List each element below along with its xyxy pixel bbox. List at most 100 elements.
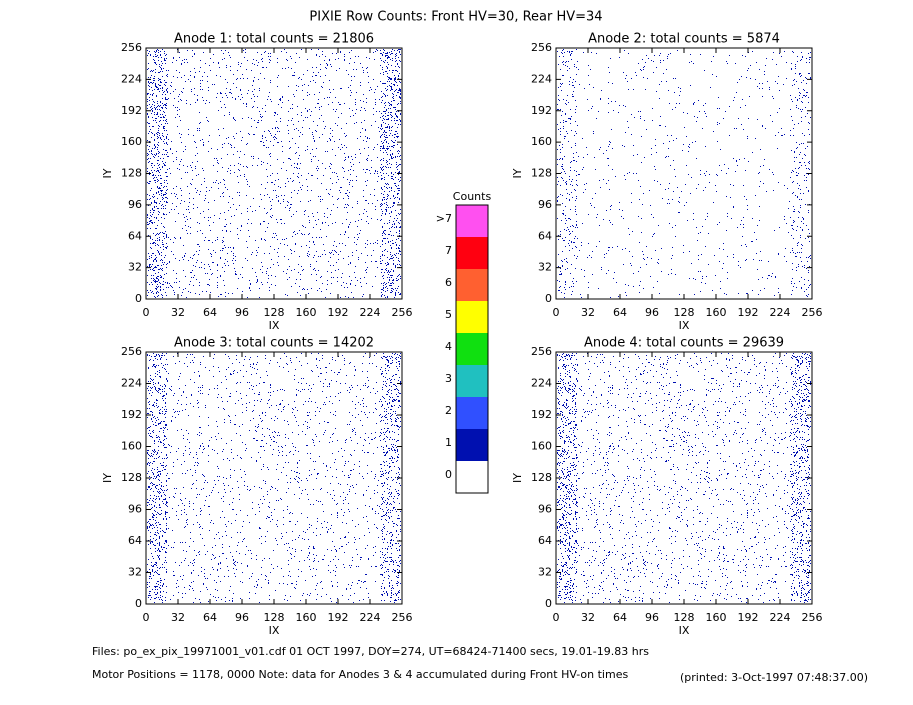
x-tick-label: 96: [235, 306, 249, 319]
y-tick-label: 128: [531, 471, 552, 484]
y-tick-label: 160: [531, 135, 552, 148]
x-tick-label: 0: [143, 306, 150, 319]
y-tick-label: 160: [531, 440, 552, 453]
x-tick-label: 96: [235, 611, 249, 624]
x-tick-label: 64: [613, 611, 627, 624]
x-tick-label: 128: [264, 306, 285, 319]
x-axis-label: IX: [269, 319, 280, 332]
y-tick-label: 96: [538, 198, 552, 211]
x-tick-label: 96: [645, 611, 659, 624]
panel-title: Anode 3: total counts = 14202: [174, 336, 374, 351]
y-tick-label: 0: [545, 292, 552, 305]
x-tick-label: 32: [581, 306, 595, 319]
colorbar-frame: [455, 204, 489, 494]
y-tick-label: 96: [538, 503, 552, 516]
colorbar-cell: [456, 237, 488, 269]
y-tick-label: 0: [135, 292, 142, 305]
x-tick-label: 32: [581, 611, 595, 624]
colorbar-title: Counts: [453, 190, 492, 203]
panel-title: Anode 4: total counts = 29639: [584, 336, 784, 351]
x-tick-label: 0: [553, 611, 560, 624]
panel-title: Anode 2: total counts = 5874: [588, 32, 780, 47]
colorbar-cell: [456, 365, 488, 397]
y-tick-label: 64: [538, 534, 552, 547]
y-tick-label: 256: [121, 345, 142, 358]
y-tick-label: 128: [121, 167, 142, 180]
footer-motor: Motor Positions = 1178, 0000 Note: data …: [92, 668, 628, 681]
x-tick-label: 256: [392, 306, 413, 319]
colorbar-cell: [456, 429, 488, 461]
colorbar-cell: [456, 301, 488, 333]
footer-printed: (printed: 3-Oct-1997 07:48:37.00): [680, 671, 868, 684]
colorbar-label: 6: [445, 276, 452, 289]
footer-files: Files: po_ex_pix_19971001_v01.cdf 01 OCT…: [92, 645, 649, 658]
y-tick-label: 192: [121, 408, 142, 421]
x-tick-label: 224: [770, 611, 791, 624]
y-tick-label: 192: [121, 104, 142, 117]
y-tick-label: 224: [531, 72, 552, 85]
x-tick-label: 192: [328, 306, 349, 319]
x-tick-label: 192: [738, 306, 759, 319]
colorbar-cell: [456, 461, 488, 493]
y-tick-label: 64: [128, 534, 142, 547]
y-tick-label: 32: [538, 261, 552, 274]
x-axis-label: IX: [679, 624, 690, 637]
y-tick-label: 0: [545, 597, 552, 610]
x-tick-label: 160: [296, 611, 317, 624]
y-tick-label: 256: [531, 41, 552, 54]
y-tick-label: 192: [531, 104, 552, 117]
y-tick-label: 224: [121, 72, 142, 85]
x-tick-label: 0: [143, 611, 150, 624]
y-tick-label: 64: [538, 229, 552, 242]
colorbar-cell: [456, 269, 488, 301]
y-tick-label: 224: [121, 377, 142, 390]
y-axis-label: IY: [101, 168, 114, 178]
x-axis-label: IX: [269, 624, 280, 637]
colorbar-label: 5: [445, 308, 452, 321]
x-tick-label: 128: [674, 611, 695, 624]
y-tick-label: 256: [531, 345, 552, 358]
y-tick-label: 224: [531, 377, 552, 390]
y-tick-label: 0: [135, 597, 142, 610]
y-axis-label: IY: [101, 473, 114, 483]
x-tick-label: 64: [203, 306, 217, 319]
colorbar-label: >7: [436, 212, 452, 225]
colorbar-cell: [456, 333, 488, 365]
y-tick-label: 256: [121, 41, 142, 54]
y-tick-label: 128: [121, 471, 142, 484]
colorbar-label: 4: [445, 340, 452, 353]
x-axis-label: IX: [679, 319, 690, 332]
y-tick-label: 192: [531, 408, 552, 421]
y-tick-label: 160: [121, 440, 142, 453]
y-tick-label: 32: [538, 566, 552, 579]
x-tick-label: 64: [203, 611, 217, 624]
colorbar-label: 0: [445, 468, 452, 481]
y-tick-label: 96: [128, 198, 142, 211]
colorbar-label: 3: [445, 372, 452, 385]
x-tick-label: 128: [674, 306, 695, 319]
x-tick-label: 256: [802, 611, 823, 624]
x-tick-label: 64: [613, 306, 627, 319]
x-tick-label: 256: [802, 306, 823, 319]
colorbar-cell: [456, 397, 488, 429]
x-tick-label: 160: [706, 611, 727, 624]
x-tick-label: 224: [360, 611, 381, 624]
y-tick-label: 128: [531, 167, 552, 180]
y-axis-label: IY: [511, 168, 524, 178]
y-tick-label: 96: [128, 503, 142, 516]
x-tick-label: 192: [328, 611, 349, 624]
colorbar-label: 7: [445, 244, 452, 257]
x-tick-label: 256: [392, 611, 413, 624]
x-tick-label: 32: [171, 306, 185, 319]
x-tick-label: 192: [738, 611, 759, 624]
x-tick-label: 128: [264, 611, 285, 624]
x-tick-label: 160: [296, 306, 317, 319]
y-axis-label: IY: [511, 473, 524, 483]
panel-title: Anode 1: total counts = 21806: [174, 32, 374, 47]
x-tick-label: 96: [645, 306, 659, 319]
x-tick-label: 224: [770, 306, 791, 319]
y-tick-label: 64: [128, 229, 142, 242]
colorbar-label: 1: [445, 436, 452, 449]
x-tick-label: 224: [360, 306, 381, 319]
